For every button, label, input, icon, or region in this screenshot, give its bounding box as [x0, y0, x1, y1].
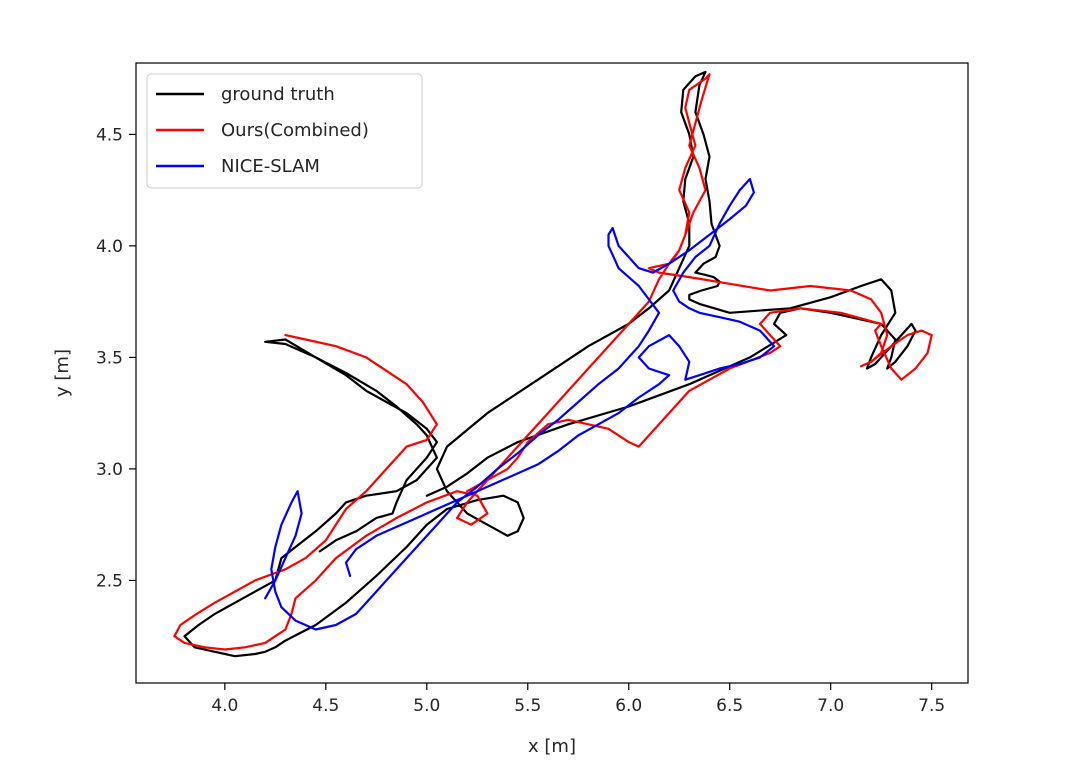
x-tick-label: 6.5: [716, 696, 743, 716]
legend-box: [146, 73, 423, 189]
series-line-0: [183, 70, 917, 658]
x-tick-label: 6.0: [615, 696, 642, 716]
y-tick-label: 4.0: [96, 237, 123, 257]
x-tick-label: 4.0: [211, 696, 238, 716]
x-axis-ticks: 4.0 4.5 5.0 5.5 6.0 6.5 7.0 7.5: [211, 683, 945, 716]
y-axis-ticks: 2.5 3.0 3.5 4.0 4.5: [96, 125, 136, 591]
y-tick-label: 3.0: [96, 460, 123, 480]
x-tick-label: 7.5: [918, 696, 945, 716]
y-tick-label: 4.5: [96, 125, 123, 145]
legend-items: ground truth Ours(Combined) NICE-SLAM: [156, 84, 369, 177]
y-tick-label: 3.5: [96, 348, 123, 368]
x-tick-label: 5.0: [413, 696, 440, 716]
legend-label-0: ground truth: [221, 84, 335, 105]
legend: ground truth Ours(Combined) NICE-SLAM: [146, 73, 423, 189]
legend-label-2: NICE-SLAM: [221, 156, 320, 177]
series-line-1: [173, 73, 933, 651]
plot-area-frame: [135, 62, 969, 684]
x-tick-label: 5.5: [514, 696, 541, 716]
series-line-2: [264, 177, 776, 631]
x-tick-label: 4.5: [312, 696, 339, 716]
series-layer: [173, 70, 933, 658]
legend-label-1: Ours(Combined): [221, 120, 369, 141]
y-tick-label: 2.5: [96, 571, 123, 591]
x-axis-label: x [m]: [528, 736, 576, 757]
y-axis-label: y [m]: [52, 349, 73, 397]
x-tick-label: 7.0: [817, 696, 844, 716]
